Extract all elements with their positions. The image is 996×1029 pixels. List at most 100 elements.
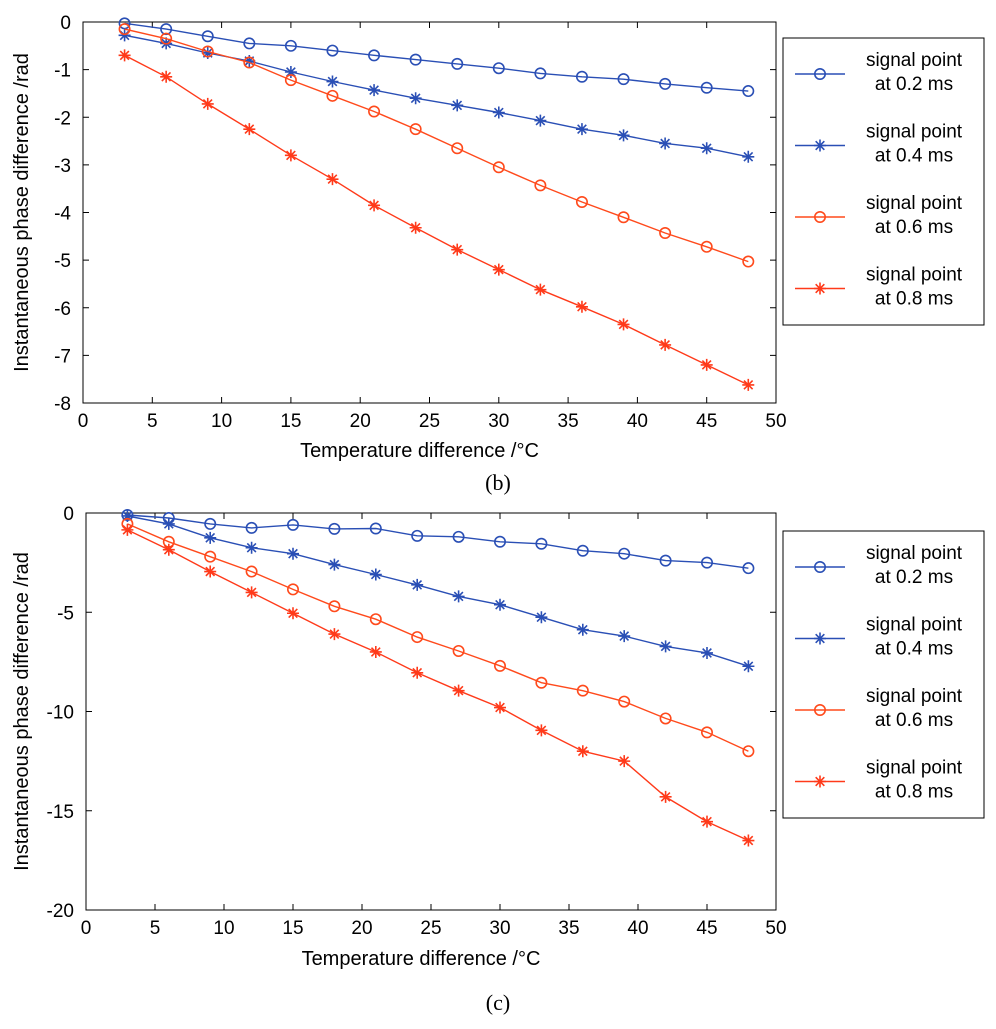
legend-label: signal point [866, 615, 963, 636]
data-point [452, 684, 465, 697]
data-point [326, 75, 339, 88]
data-point [576, 544, 589, 557]
legend-label: signal point [866, 543, 963, 564]
data-point [659, 554, 672, 567]
x-tick-label: 10 [213, 918, 234, 939]
data-point [201, 46, 214, 59]
series-line [124, 22, 749, 92]
legend-swatch-marker [813, 68, 826, 81]
legend: signal point at 0.2 ms signal point at 0.4 … [782, 37, 985, 326]
data-point [742, 85, 755, 98]
x-tick-label: 0 [81, 918, 92, 939]
x-tick-label: 50 [765, 411, 786, 432]
data-point [492, 62, 505, 75]
data-point [535, 676, 548, 689]
data-point [452, 644, 465, 657]
data-point [411, 529, 424, 542]
series-line [127, 515, 749, 667]
legend-label: at 0.4 ms [875, 639, 953, 660]
series-line [124, 28, 749, 263]
x-tick-label: 15 [280, 411, 301, 432]
data-point [326, 89, 339, 102]
data-point [659, 338, 672, 351]
data-point [742, 660, 755, 673]
series-line [127, 514, 749, 569]
data-point [700, 556, 713, 569]
y-tick-label: -15 [47, 802, 74, 823]
legend-label: at 0.8 ms [875, 782, 953, 803]
data-point [284, 149, 297, 162]
data-point [700, 240, 713, 253]
data-point [493, 659, 506, 672]
data-point [287, 607, 299, 620]
y-tick-label: 0 [63, 504, 74, 525]
data-point [368, 105, 381, 118]
data-point [576, 745, 589, 758]
data-point [534, 283, 547, 296]
data-point [701, 646, 713, 659]
data-point [494, 701, 506, 714]
data-point [204, 517, 217, 530]
data-point [618, 755, 631, 768]
data-point [162, 543, 175, 556]
x-tick-label: 30 [488, 411, 509, 432]
data-point [701, 815, 713, 828]
data-point [369, 645, 382, 658]
x-tick-label: 40 [627, 411, 648, 432]
data-point [535, 611, 548, 624]
data-point [534, 67, 547, 80]
y-tick-label: -4 [54, 204, 71, 225]
legend-swatch-marker [814, 282, 826, 295]
x-tick-label: 35 [558, 918, 579, 939]
data-point [287, 547, 299, 560]
data-point [328, 558, 341, 571]
legend-label: signal point [866, 758, 963, 779]
y-tick-label: 0 [60, 13, 71, 34]
y-tick-label: -5 [57, 603, 74, 624]
chart-panel: 0 5 10 15 20 25 30 35 40 45 50 0 -1 -2 -3 -4 -5 -6 -7 -8 Tem… [11, 13, 985, 495]
legend-label: signal point [866, 265, 963, 286]
legend-label: at 0.8 ms [875, 289, 953, 310]
data-point [121, 523, 134, 536]
series-line [127, 523, 749, 752]
legend-swatch-marker [814, 139, 826, 152]
data-point [118, 23, 131, 36]
data-point [245, 521, 258, 534]
data-point [326, 173, 339, 186]
data-point [368, 199, 381, 212]
legend-swatch-marker [813, 211, 826, 224]
legend-label: at 0.6 ms [875, 217, 953, 238]
data-point [617, 318, 630, 331]
y-tick-label: -1 [54, 61, 71, 82]
data-point [284, 74, 297, 87]
data-point [409, 221, 422, 234]
data-point [494, 598, 506, 611]
data-point [201, 45, 214, 58]
legend-label: signal point [866, 50, 963, 71]
data-point [369, 568, 382, 581]
data-point [245, 541, 258, 554]
y-tick-label: -2 [54, 108, 71, 129]
chart-panel: 0 5 10 15 20 25 30 35 40 45 50 0 -5 -10 -15 -20 Temperat… [11, 504, 985, 1015]
data-point [659, 77, 672, 90]
data-point [742, 745, 755, 758]
data-point [576, 623, 589, 636]
y-tick-label: -5 [54, 251, 71, 272]
data-point [368, 84, 381, 97]
x-tick-label: 20 [350, 411, 371, 432]
series-line [124, 54, 749, 386]
data-point [201, 30, 214, 43]
data-point [160, 70, 173, 83]
panel-caption: (c) [486, 990, 510, 1015]
data-point [700, 358, 713, 371]
legend-swatch-marker [813, 703, 826, 716]
data-point [326, 44, 339, 57]
legend-swatch-marker [813, 560, 826, 573]
legend-label: signal point [866, 193, 963, 214]
x-tick-label: 10 [211, 411, 232, 432]
data-point [700, 726, 713, 739]
x-tick-label: 45 [696, 411, 717, 432]
data-point [451, 243, 464, 256]
x-tick-label: 30 [489, 918, 510, 939]
x-axis-title: Temperature difference /°C [300, 440, 539, 462]
